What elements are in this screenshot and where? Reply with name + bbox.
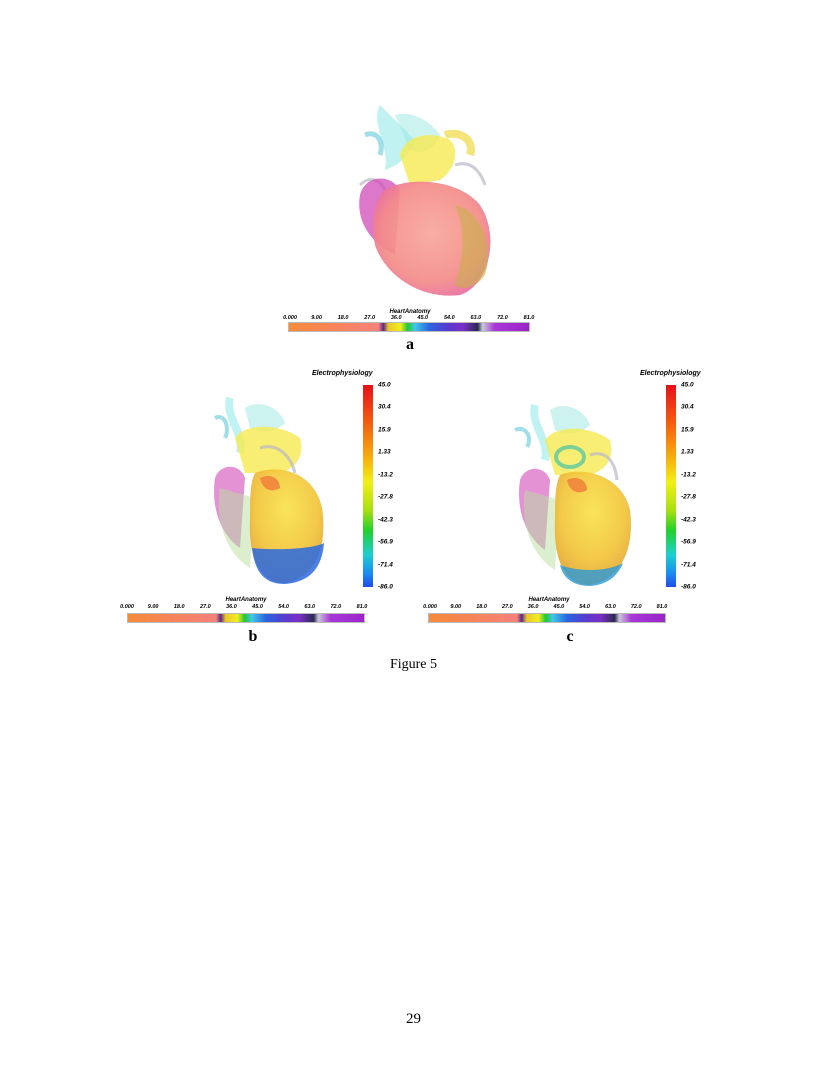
panel-label-c: c [566, 628, 574, 645]
tick-label: 36.0 [226, 604, 237, 610]
panel-label-a: a [406, 336, 414, 353]
heart-anatomy-colorbar-b [127, 613, 365, 623]
tick-label: 30.4 [681, 403, 694, 411]
tick-label: -42.3 [378, 516, 393, 524]
tick-label: 36.0 [390, 315, 402, 321]
tick-label: 72.0 [497, 315, 508, 321]
tick-label: 45.0 [553, 604, 565, 610]
tick-label: 18.0 [476, 604, 487, 610]
tick-label: 18.0 [173, 604, 185, 610]
tick-label: -27.8 [378, 493, 393, 501]
tick-label: 45.0 [252, 604, 263, 610]
heart-anatomy-title-b: HeartAnatomy [225, 597, 267, 603]
tick-label: 15.9 [378, 426, 391, 434]
electrophysiology-title-c: Electrophysiology [640, 370, 701, 377]
heart-anatomy-title-c: HeartAnatomy [528, 597, 570, 603]
tick-label: 45.0 [417, 315, 429, 321]
tick-label: 72.0 [330, 604, 342, 610]
figure-caption: Figure 5 [389, 657, 438, 672]
tick-label: 54.0 [579, 604, 590, 610]
heart-anatomy-title-a: HeartAnatomy [389, 309, 431, 315]
electrophysiology-colorbar-b [363, 385, 373, 587]
tick-label: 63.0 [605, 604, 616, 610]
tick-label: 54.0 [443, 315, 455, 321]
tick-label: 9.00 [311, 315, 322, 321]
heart-electrophysiology-render-c [514, 404, 631, 586]
tick-label: -86.0 [378, 583, 393, 591]
tick-label: 54.0 [278, 604, 289, 610]
tick-label: 30.4 [378, 403, 391, 411]
tick-label: 0.000 [120, 604, 134, 610]
heart-anatomy-render-a [358, 105, 491, 296]
tick-label: -13.2 [681, 471, 696, 479]
tick-label: 1.33 [378, 448, 391, 456]
electrophysiology-title-b: Electrophysiology [312, 370, 373, 377]
tick-label: 9.00 [147, 604, 159, 610]
tick-label: 45.0 [681, 381, 694, 389]
tick-label: 27.0 [501, 604, 513, 610]
tick-label: -86.0 [681, 583, 696, 591]
heart-anatomy-colorbar-c [428, 613, 666, 623]
heart-electrophysiology-render-b [214, 397, 324, 584]
tick-label: 9.00 [450, 604, 462, 610]
tick-label: -27.8 [681, 493, 696, 501]
tick-label: 27.0 [364, 315, 376, 321]
tick-label: 15.9 [681, 426, 694, 434]
tick-label: 72.0 [630, 604, 642, 610]
heart-anatomy-colorbar-a [288, 322, 530, 332]
tick-label: 81.0 [356, 604, 368, 610]
tick-label: 45.0 [378, 381, 391, 389]
tick-label: 63.0 [470, 315, 482, 321]
tick-label: -71.4 [378, 561, 393, 569]
tick-label: 81.0 [523, 315, 535, 321]
tick-label: -71.4 [681, 561, 696, 569]
tick-label: 18.0 [337, 315, 349, 321]
electrophysiology-colorbar-c [666, 385, 676, 587]
tick-label: -13.2 [378, 471, 393, 479]
tick-label: 63.0 [304, 604, 316, 610]
tick-label: 81.0 [656, 604, 668, 610]
tick-label: 1.33 [681, 448, 694, 456]
tick-label: 36.0 [527, 604, 539, 610]
tick-label: 0.000 [283, 315, 297, 321]
tick-label: 0.000 [423, 604, 437, 610]
page-number: 29 [406, 1011, 421, 1027]
tick-label: -56.9 [681, 538, 696, 546]
tick-label: 27.0 [199, 604, 211, 610]
tick-label: -42.3 [681, 516, 696, 524]
panel-label-b: b [248, 628, 258, 645]
tick-label: -56.9 [378, 538, 393, 546]
